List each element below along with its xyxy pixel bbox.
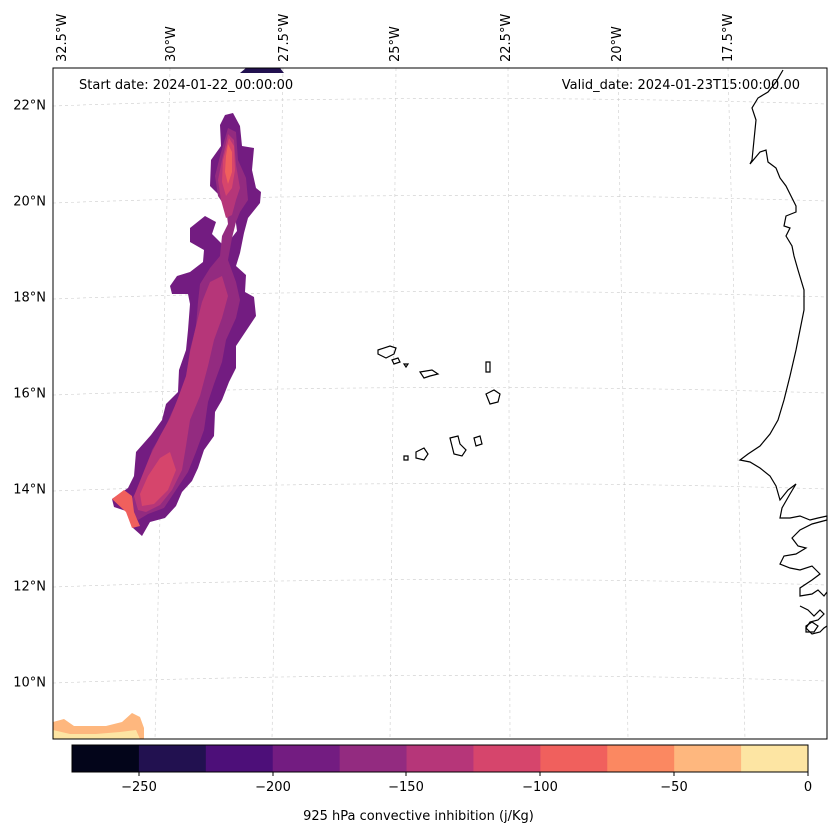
colorbar-segment-8 — [607, 745, 675, 772]
cin-top-edge-patch — [240, 68, 284, 73]
cb-tick-label-50: −50 — [660, 780, 688, 795]
colorbar-segment-0 — [72, 745, 140, 772]
cin-contours — [53, 68, 284, 739]
lon-gridline-17.5 — [727, 67, 746, 740]
island-brava — [403, 455, 409, 461]
colorbar-segment-4 — [339, 745, 408, 772]
lon-label-30: 30°W — [164, 26, 179, 62]
cin-band-peak — [140, 138, 235, 506]
lon-gridline-27.5 — [271, 67, 284, 740]
lat-label-20: 20°N — [13, 194, 46, 210]
lat-gridline-16 — [52, 387, 828, 396]
start-date-label: Start date: 2024-01-22_00:00:00 — [79, 78, 294, 93]
lon-label-27.5: 27.5°W — [277, 13, 292, 62]
island-bijagos-1 — [805, 621, 819, 633]
map-panel — [52, 67, 828, 740]
lon-label-25: 25°W — [388, 26, 403, 62]
lon-label-17.5: 17.5°W — [721, 13, 736, 62]
lat-gridline-18 — [52, 291, 828, 300]
colorbar-segment-3 — [272, 745, 341, 772]
map-frame — [52, 67, 828, 740]
colorbar-ticks — [138, 772, 809, 776]
island-boa-vista — [485, 389, 501, 405]
colorbar-segment-1 — [138, 745, 207, 772]
island-sao-nicolau — [418, 369, 440, 379]
lat-label-16: 16°N — [13, 386, 46, 402]
colorbar-segment-10 — [741, 745, 809, 772]
colorbar-frame — [71, 744, 809, 773]
lat-label-10: 10°N — [13, 675, 46, 691]
colorbar-segment-2 — [205, 745, 274, 772]
lat-label-14: 14°N — [13, 482, 46, 498]
lat-label-12: 12°N — [13, 579, 46, 595]
island-santa-luzia — [402, 363, 410, 369]
island-fogo — [415, 447, 429, 461]
island-sal — [485, 361, 491, 373]
island-santiago — [449, 435, 467, 457]
cape-verde-islands — [377, 345, 501, 461]
island-sao-vicente — [391, 357, 401, 365]
colorbar-title: 925 hPa convective inhibition (j/Kg) — [303, 809, 534, 824]
lat-gridline-20 — [52, 195, 828, 204]
colorbar-segment-9 — [674, 745, 742, 772]
lon-gridline-30 — [154, 67, 171, 740]
lat-gridline-12 — [52, 579, 828, 588]
cb-tick-label-0: 0 — [803, 780, 813, 795]
cb-tick-label-250: −250 — [121, 780, 157, 795]
lat-label-22: 22°N — [13, 98, 46, 114]
island-santo-antao — [377, 345, 397, 359]
cb-tick-label-150: −150 — [388, 780, 424, 795]
lon-label-20: 20°W — [610, 26, 625, 62]
colorbar-segment-7 — [540, 745, 608, 772]
africa-coastline — [738, 69, 828, 597]
island-maio — [473, 435, 483, 447]
colorbar-segment-5 — [406, 745, 474, 772]
lon-label-32.5: 32.5°W — [55, 13, 70, 62]
lat-gridline-22 — [52, 98, 828, 107]
lon-gridline-20 — [617, 67, 629, 740]
valid-date-label: Valid_date: 2024-01-23T15:00:00.00 — [561, 78, 800, 93]
cb-tick-label-100: −100 — [522, 780, 558, 795]
cin-bottom-left-light — [53, 730, 140, 739]
africa-coast-south — [799, 605, 828, 635]
lon-label-22.5: 22.5°W — [499, 13, 514, 62]
colorbar — [71, 744, 809, 776]
colorbar-segment-6 — [473, 745, 541, 772]
coastlines — [738, 69, 828, 635]
cb-tick-label-200: −200 — [255, 780, 291, 795]
lat-label-18: 18°N — [13, 290, 46, 306]
lon-gridline-25 — [389, 67, 397, 740]
colorbar-segments — [72, 745, 809, 772]
lat-gridline-10 — [52, 675, 828, 684]
lon-gridline-22.5 — [507, 67, 511, 740]
